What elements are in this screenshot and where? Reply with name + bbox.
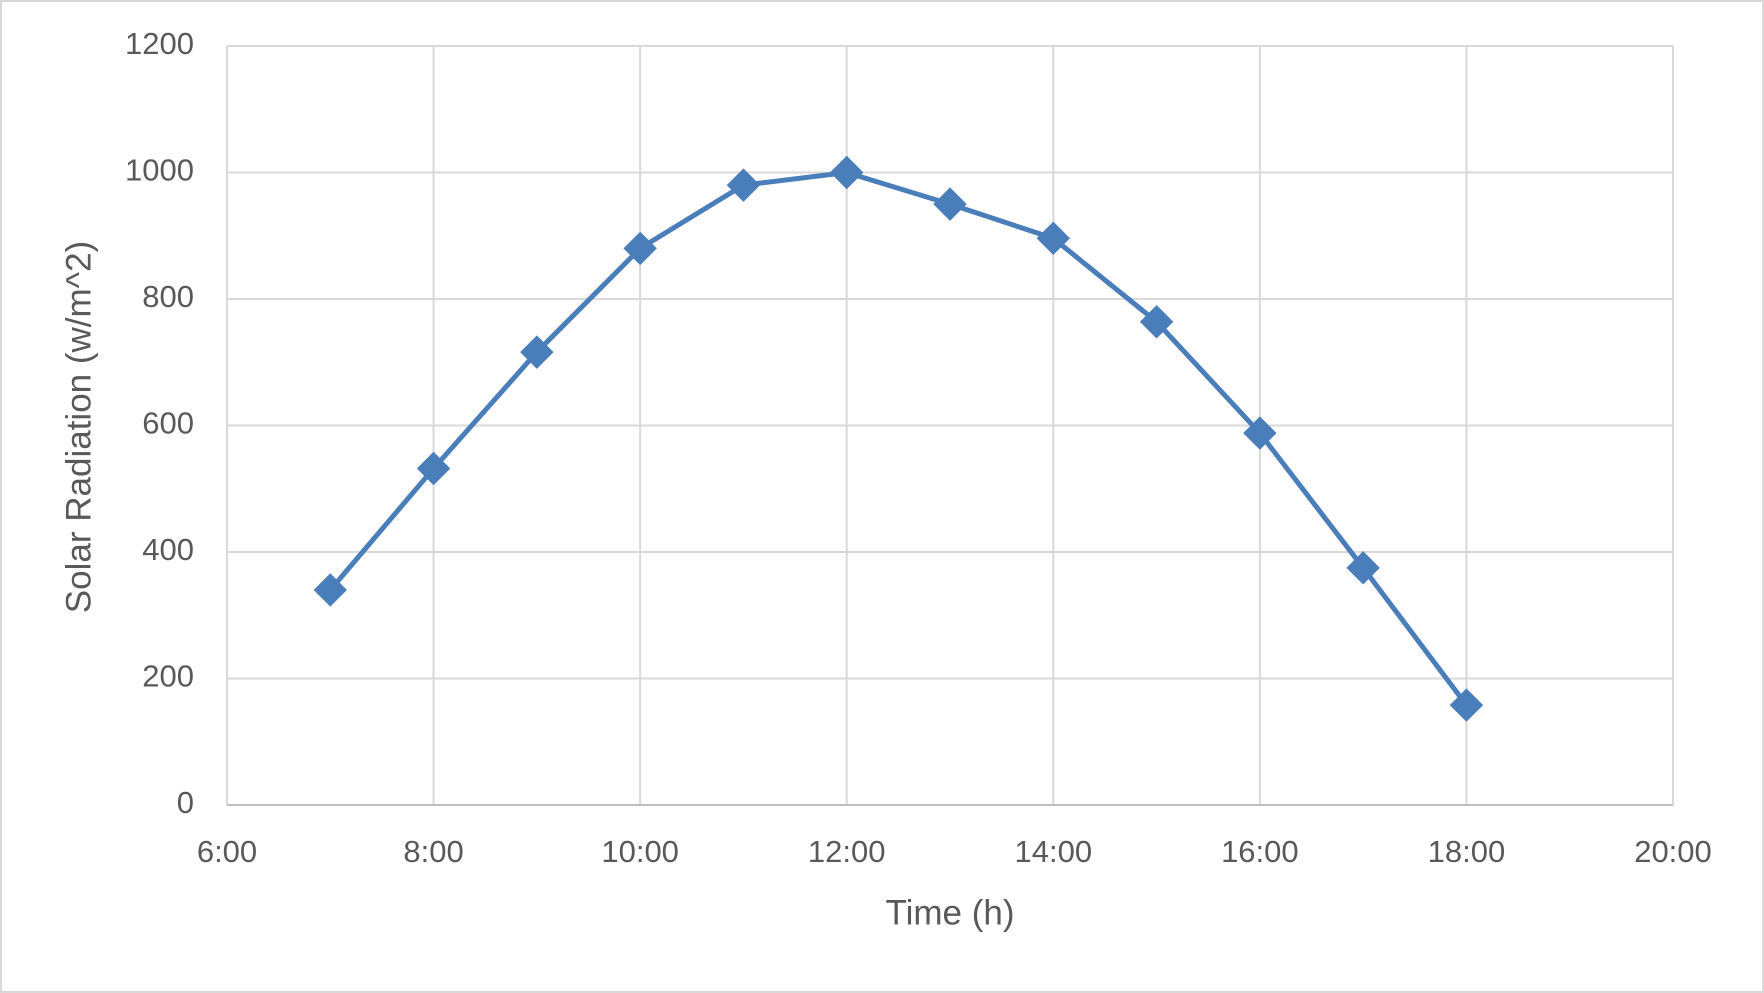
data-marker (1036, 221, 1070, 255)
y-tick-label: 0 (177, 785, 194, 820)
data-marker (416, 451, 451, 486)
y-tick-label: 400 (142, 532, 194, 567)
x-tick-label: 18:00 (1428, 834, 1506, 869)
data-marker (1449, 688, 1484, 722)
data-marker (1139, 305, 1174, 339)
data-marker (313, 573, 347, 607)
data-marker (623, 231, 657, 266)
data-marker (726, 168, 761, 202)
data-marker (1346, 551, 1380, 585)
x-tick-label: 20:00 (1634, 834, 1712, 869)
x-tick-label: 10:00 (601, 834, 679, 869)
data-marker (933, 187, 967, 221)
x-tick-label: 12:00 (808, 834, 886, 869)
y-tick-label: 600 (142, 406, 194, 441)
y-tick-label: 800 (142, 279, 194, 314)
data-marker (1243, 416, 1277, 450)
x-tick-label: 8:00 (403, 834, 463, 869)
y-tick-label: 200 (142, 659, 194, 694)
data-marker (830, 155, 864, 190)
data-marker (520, 335, 554, 369)
x-tick-label: 14:00 (1014, 834, 1092, 869)
y-axis-title: Solar Radiation (w/m^2) (59, 241, 98, 613)
data-line (328, 169, 1469, 707)
x-tick-label: 6:00 (197, 834, 257, 869)
x-tick-label: 16:00 (1221, 834, 1299, 869)
x-axis-title: Time (h) (886, 893, 1015, 932)
y-tick-label: 1200 (125, 26, 194, 61)
y-tick-label: 1000 (125, 153, 194, 188)
